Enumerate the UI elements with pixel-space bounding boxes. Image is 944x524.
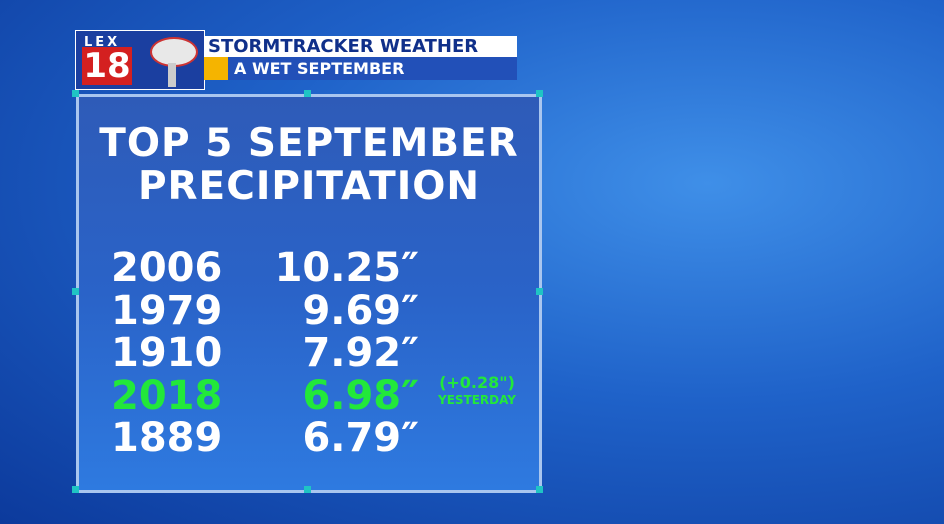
banner-top: STORMTRACKER WEATHER bbox=[204, 36, 517, 57]
year: 1910 bbox=[111, 330, 223, 376]
logo-tower-leg bbox=[168, 63, 176, 87]
banner-bottom: A WET SEPTEMBER bbox=[228, 57, 517, 80]
handle bbox=[304, 90, 311, 97]
handle bbox=[536, 90, 543, 97]
year: 2006 bbox=[111, 245, 223, 291]
amount: 10.25″ bbox=[274, 245, 419, 291]
panel-title: PRECIPITATION bbox=[137, 164, 481, 209]
year: 1979 bbox=[111, 287, 223, 334]
year: 1889 bbox=[111, 415, 223, 461]
note-label: YESTERDAY bbox=[438, 393, 516, 407]
handle bbox=[72, 288, 79, 295]
banner-title: STORMTRACKER WEATHER bbox=[208, 36, 479, 57]
logo-station: LEX bbox=[84, 35, 121, 50]
banner-subtitle: A WET SEPTEMBER bbox=[234, 59, 405, 78]
year: 2018 bbox=[111, 372, 223, 419]
panel: TOP 5 SEPTEMBER PRECIPITATION 2006 10.25″… bbox=[76, 94, 542, 493]
logo: LEX 18 bbox=[75, 30, 205, 90]
logo-channel: 18 bbox=[82, 46, 132, 86]
note-change: (+0.28") bbox=[439, 373, 515, 392]
handle bbox=[72, 486, 79, 493]
amount: 6.98″ bbox=[302, 372, 419, 419]
amount: 6.79″ bbox=[302, 415, 419, 461]
amount: 9.69″ bbox=[302, 287, 419, 334]
handle bbox=[72, 90, 79, 97]
handle bbox=[536, 288, 543, 295]
amount: 7.92″ bbox=[302, 330, 419, 376]
panel-title: TOP 5 SEPTEMBER bbox=[99, 121, 519, 166]
handle bbox=[536, 486, 543, 493]
banner-accent bbox=[204, 57, 228, 80]
handle bbox=[304, 486, 311, 493]
